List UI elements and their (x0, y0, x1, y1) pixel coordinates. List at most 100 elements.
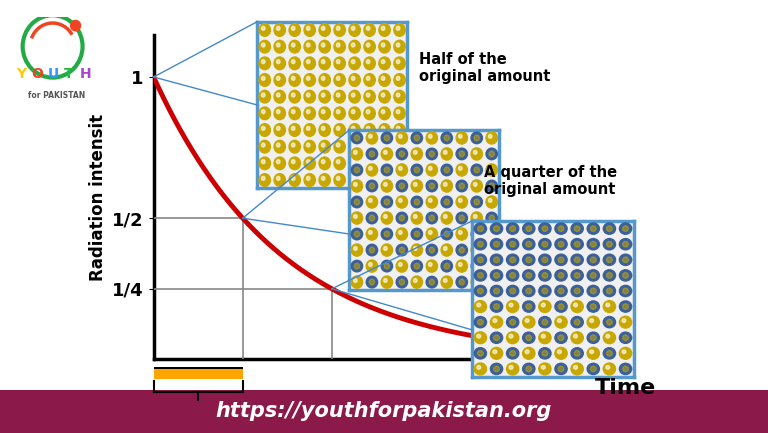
Circle shape (591, 304, 596, 309)
Circle shape (289, 157, 300, 170)
Ellipse shape (571, 317, 583, 328)
Ellipse shape (351, 164, 362, 176)
Circle shape (319, 124, 330, 136)
Circle shape (494, 288, 499, 294)
Circle shape (414, 135, 419, 141)
Circle shape (459, 279, 465, 285)
Circle shape (558, 350, 561, 354)
Circle shape (336, 60, 340, 64)
Circle shape (321, 26, 325, 30)
Circle shape (274, 90, 286, 103)
Circle shape (349, 24, 360, 36)
Circle shape (351, 143, 355, 147)
Circle shape (574, 273, 580, 278)
Circle shape (351, 276, 362, 288)
Ellipse shape (555, 223, 567, 234)
Circle shape (458, 134, 462, 138)
Circle shape (494, 242, 499, 247)
Circle shape (306, 176, 310, 181)
Circle shape (396, 110, 400, 114)
Circle shape (414, 231, 419, 237)
Ellipse shape (539, 270, 551, 281)
Circle shape (381, 176, 385, 181)
Circle shape (458, 262, 462, 266)
Text: T: T (64, 67, 73, 81)
Circle shape (396, 143, 400, 147)
Circle shape (259, 107, 270, 120)
Circle shape (321, 143, 325, 147)
Circle shape (261, 160, 265, 164)
Circle shape (366, 60, 370, 64)
Circle shape (606, 303, 610, 307)
Ellipse shape (604, 223, 615, 234)
Circle shape (491, 347, 502, 359)
Ellipse shape (475, 317, 486, 328)
Circle shape (456, 228, 468, 240)
Circle shape (574, 365, 578, 369)
Circle shape (291, 110, 295, 114)
Circle shape (351, 26, 355, 30)
Circle shape (491, 316, 502, 328)
Circle shape (274, 157, 286, 170)
Ellipse shape (523, 301, 535, 312)
Ellipse shape (411, 228, 422, 240)
Circle shape (488, 198, 492, 202)
Circle shape (411, 276, 422, 288)
Circle shape (276, 26, 280, 30)
Ellipse shape (351, 228, 362, 240)
Ellipse shape (539, 223, 551, 234)
Circle shape (441, 276, 452, 288)
Circle shape (509, 303, 513, 307)
Circle shape (319, 57, 330, 70)
Circle shape (349, 107, 360, 120)
Circle shape (444, 167, 449, 173)
Ellipse shape (456, 212, 468, 224)
Circle shape (349, 57, 360, 70)
Circle shape (369, 183, 375, 189)
Circle shape (383, 278, 387, 282)
Circle shape (411, 244, 422, 256)
Circle shape (383, 150, 387, 154)
Circle shape (381, 93, 385, 97)
Ellipse shape (366, 148, 378, 160)
Circle shape (474, 263, 479, 269)
Circle shape (319, 174, 330, 186)
Circle shape (354, 135, 359, 141)
Circle shape (411, 148, 422, 160)
Circle shape (475, 301, 486, 313)
Circle shape (414, 263, 419, 269)
Circle shape (383, 214, 387, 218)
Circle shape (306, 93, 310, 97)
Circle shape (351, 148, 362, 160)
Circle shape (351, 43, 355, 47)
Ellipse shape (555, 270, 567, 281)
Ellipse shape (411, 260, 422, 272)
Circle shape (607, 273, 612, 278)
Circle shape (399, 183, 405, 189)
Circle shape (304, 74, 316, 86)
Circle shape (399, 230, 402, 234)
Circle shape (291, 26, 295, 30)
Ellipse shape (456, 148, 468, 160)
Circle shape (321, 93, 325, 97)
Circle shape (304, 40, 316, 53)
Circle shape (571, 332, 583, 344)
Circle shape (394, 140, 406, 153)
Circle shape (588, 316, 599, 328)
Ellipse shape (523, 223, 535, 234)
Circle shape (555, 316, 567, 328)
Circle shape (542, 320, 548, 325)
Circle shape (261, 93, 265, 97)
Circle shape (366, 110, 370, 114)
Circle shape (381, 110, 385, 114)
Circle shape (319, 40, 330, 53)
Circle shape (351, 60, 355, 64)
Circle shape (369, 151, 375, 157)
Circle shape (276, 143, 280, 147)
Circle shape (429, 183, 435, 189)
Ellipse shape (381, 196, 392, 208)
Circle shape (259, 40, 270, 53)
Ellipse shape (555, 254, 567, 265)
Circle shape (334, 90, 346, 103)
Ellipse shape (366, 276, 378, 288)
